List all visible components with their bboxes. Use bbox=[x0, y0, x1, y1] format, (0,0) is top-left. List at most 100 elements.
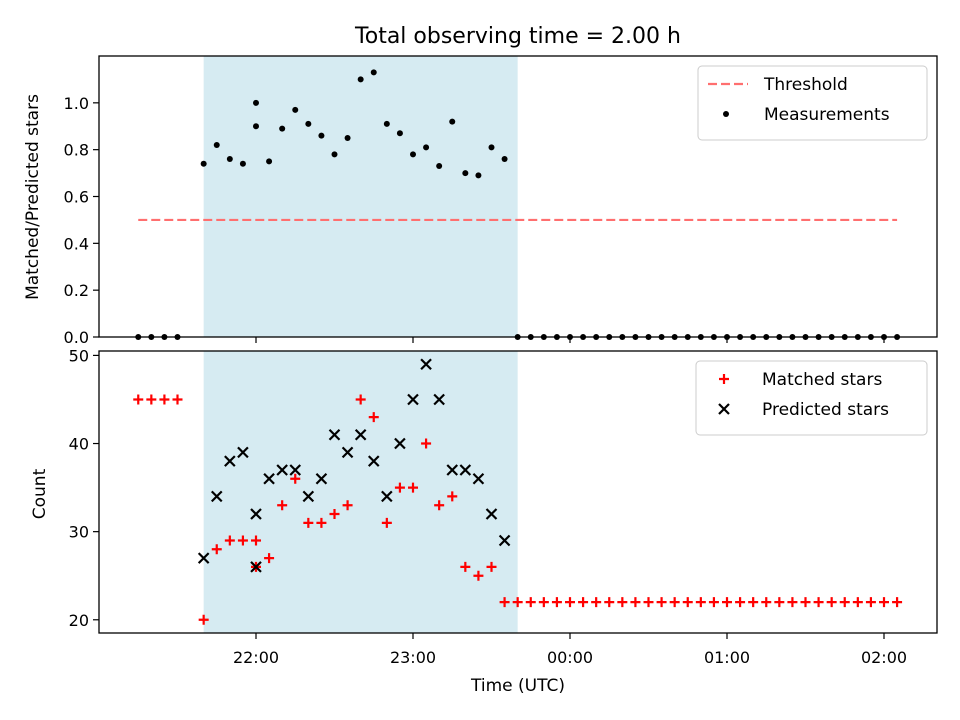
data-point bbox=[826, 597, 837, 608]
y-tick-label: 0.8 bbox=[64, 141, 89, 160]
data-point bbox=[381, 490, 393, 503]
data-point bbox=[462, 170, 469, 177]
data-point bbox=[813, 597, 824, 608]
data-point bbox=[276, 464, 288, 476]
data-point bbox=[226, 156, 233, 163]
data-point bbox=[342, 500, 353, 511]
data-point bbox=[316, 517, 327, 528]
data-point bbox=[708, 597, 719, 608]
data-point bbox=[341, 446, 354, 459]
x-tick-label: 01:00 bbox=[704, 648, 750, 667]
bottom-observing-window bbox=[203, 351, 518, 633]
bottom-axes-frame bbox=[98, 350, 938, 634]
y-tick-label: 50 bbox=[69, 346, 89, 365]
data-point bbox=[421, 438, 432, 449]
data-point bbox=[146, 394, 157, 405]
data-point bbox=[565, 597, 575, 608]
data-point bbox=[761, 597, 772, 608]
y-tick-label: 0.0 bbox=[64, 328, 89, 347]
data-point bbox=[433, 393, 445, 406]
data-point bbox=[239, 160, 246, 167]
data-point bbox=[357, 76, 364, 83]
data-point bbox=[213, 141, 220, 148]
data-point bbox=[486, 561, 497, 572]
data-point bbox=[250, 561, 262, 573]
data-point bbox=[669, 597, 680, 608]
legend-dot-marker bbox=[723, 111, 729, 117]
data-point bbox=[198, 614, 209, 625]
data-point bbox=[264, 553, 275, 564]
top-legend: Threshold Measurements bbox=[697, 65, 928, 141]
y-tick-label: 30 bbox=[69, 523, 89, 542]
data-point bbox=[367, 455, 380, 467]
y-tick-label: 1.0 bbox=[64, 94, 89, 113]
data-point bbox=[473, 570, 484, 581]
data-point bbox=[472, 473, 485, 485]
data-point bbox=[172, 394, 183, 405]
data-point bbox=[396, 130, 403, 137]
data-point bbox=[501, 156, 508, 163]
data-point bbox=[224, 455, 236, 467]
data-point bbox=[879, 597, 889, 608]
data-point bbox=[525, 597, 536, 608]
data-point bbox=[250, 508, 262, 520]
data-point bbox=[303, 517, 314, 528]
data-point bbox=[475, 172, 482, 179]
data-point bbox=[211, 544, 222, 555]
data-point bbox=[800, 597, 811, 608]
data-point bbox=[237, 446, 249, 459]
data-point bbox=[423, 144, 430, 151]
data-point bbox=[446, 464, 459, 476]
data-point bbox=[485, 508, 498, 520]
data-point bbox=[434, 500, 445, 511]
data-point bbox=[735, 597, 746, 608]
top-series-1 bbox=[135, 69, 901, 340]
bottom-legend: Matched stars Predicted stars bbox=[695, 360, 928, 436]
data-point bbox=[328, 428, 341, 441]
data-point bbox=[302, 490, 315, 503]
y-tick-label: 20 bbox=[69, 611, 89, 630]
top-observing-window bbox=[203, 56, 518, 337]
data-point bbox=[355, 394, 366, 405]
data-point bbox=[617, 597, 628, 608]
data-point bbox=[197, 552, 210, 564]
data-point bbox=[499, 597, 510, 608]
data-point bbox=[381, 517, 392, 528]
data-point bbox=[449, 118, 456, 125]
data-point bbox=[447, 491, 458, 502]
y-tick-label: 0.4 bbox=[64, 234, 89, 253]
data-point bbox=[408, 482, 418, 493]
data-point bbox=[787, 597, 798, 608]
data-point bbox=[436, 163, 443, 170]
top-plot: 0.0 0.2 0.4 0.6 0.8 1.0 Threshold Measurements bbox=[64, 55, 938, 347]
data-point bbox=[253, 123, 259, 130]
data-point bbox=[224, 535, 235, 546]
data-point bbox=[591, 597, 602, 608]
data-point bbox=[774, 597, 785, 608]
x-axis-label: Time (UTC) bbox=[470, 676, 565, 696]
chart-title: Total observing time = 2.00 h bbox=[354, 24, 681, 49]
data-point bbox=[159, 394, 170, 405]
data-point bbox=[459, 464, 472, 476]
data-point bbox=[383, 120, 390, 127]
x-tick-label: 22:00 bbox=[233, 648, 279, 667]
y-tick-label: 40 bbox=[69, 435, 89, 454]
data-point bbox=[251, 535, 261, 546]
data-point bbox=[290, 473, 301, 484]
data-point bbox=[892, 597, 903, 608]
data-point bbox=[394, 437, 406, 450]
bottom-plot: 20 30 40 50 22:00 23:00 00:00 01:00 02:00 Matched… bbox=[69, 346, 938, 667]
data-point bbox=[394, 482, 405, 493]
data-point bbox=[748, 597, 759, 608]
data-point bbox=[331, 151, 338, 158]
data-point bbox=[305, 120, 312, 127]
data-point bbox=[498, 534, 511, 547]
x-tick-label: 00:00 bbox=[547, 648, 593, 667]
data-point bbox=[722, 597, 732, 608]
data-point bbox=[410, 151, 416, 158]
data-point bbox=[538, 597, 549, 608]
legend-box bbox=[697, 65, 928, 141]
data-point bbox=[604, 597, 615, 608]
legend-plus-marker bbox=[719, 374, 729, 384]
data-point bbox=[292, 106, 299, 113]
